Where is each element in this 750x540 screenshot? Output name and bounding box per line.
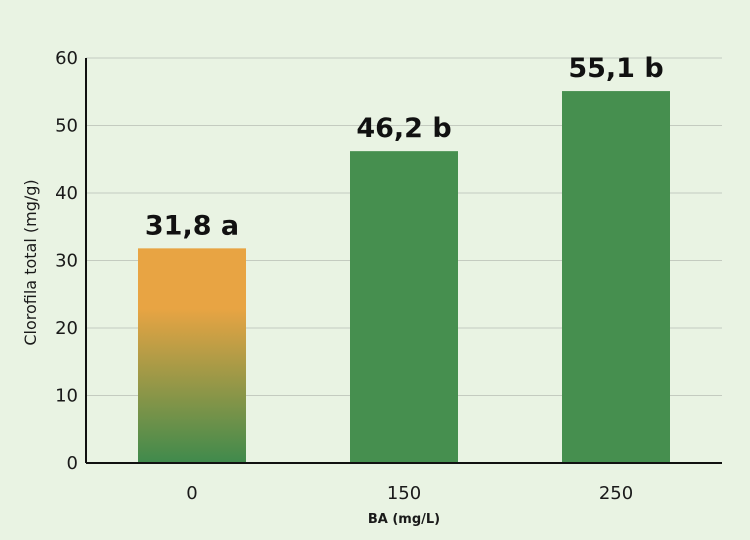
y-tick-label: 10: [55, 386, 78, 407]
y-axis-title: Clorofila total (mg/g): [21, 179, 40, 345]
bars: [138, 91, 670, 463]
y-tick-label: 30: [55, 251, 78, 272]
data-label: 55,1 b: [568, 53, 663, 84]
y-tick-label: 60: [55, 48, 78, 69]
labels: 0 10 20 30 40 50 60 31,8 a 0 46,2 b 150 55,1 b 250: [55, 48, 664, 504]
bar: [562, 91, 670, 463]
bar: [350, 151, 458, 463]
x-tick-label: 250: [599, 483, 633, 504]
y-tick-label: 0: [67, 453, 78, 474]
y-tick-label: 40: [55, 183, 78, 204]
data-label: 31,8 a: [145, 210, 239, 241]
bar: [138, 248, 246, 463]
x-axis-title: BA (mg/L): [368, 512, 440, 527]
x-tick-label: 150: [387, 483, 421, 504]
y-tick-label: 20: [55, 318, 78, 339]
x-tick-label: 0: [186, 483, 197, 504]
axes: [85, 58, 722, 464]
y-tick-label: 50: [55, 116, 78, 137]
data-label: 46,2 b: [356, 113, 451, 144]
